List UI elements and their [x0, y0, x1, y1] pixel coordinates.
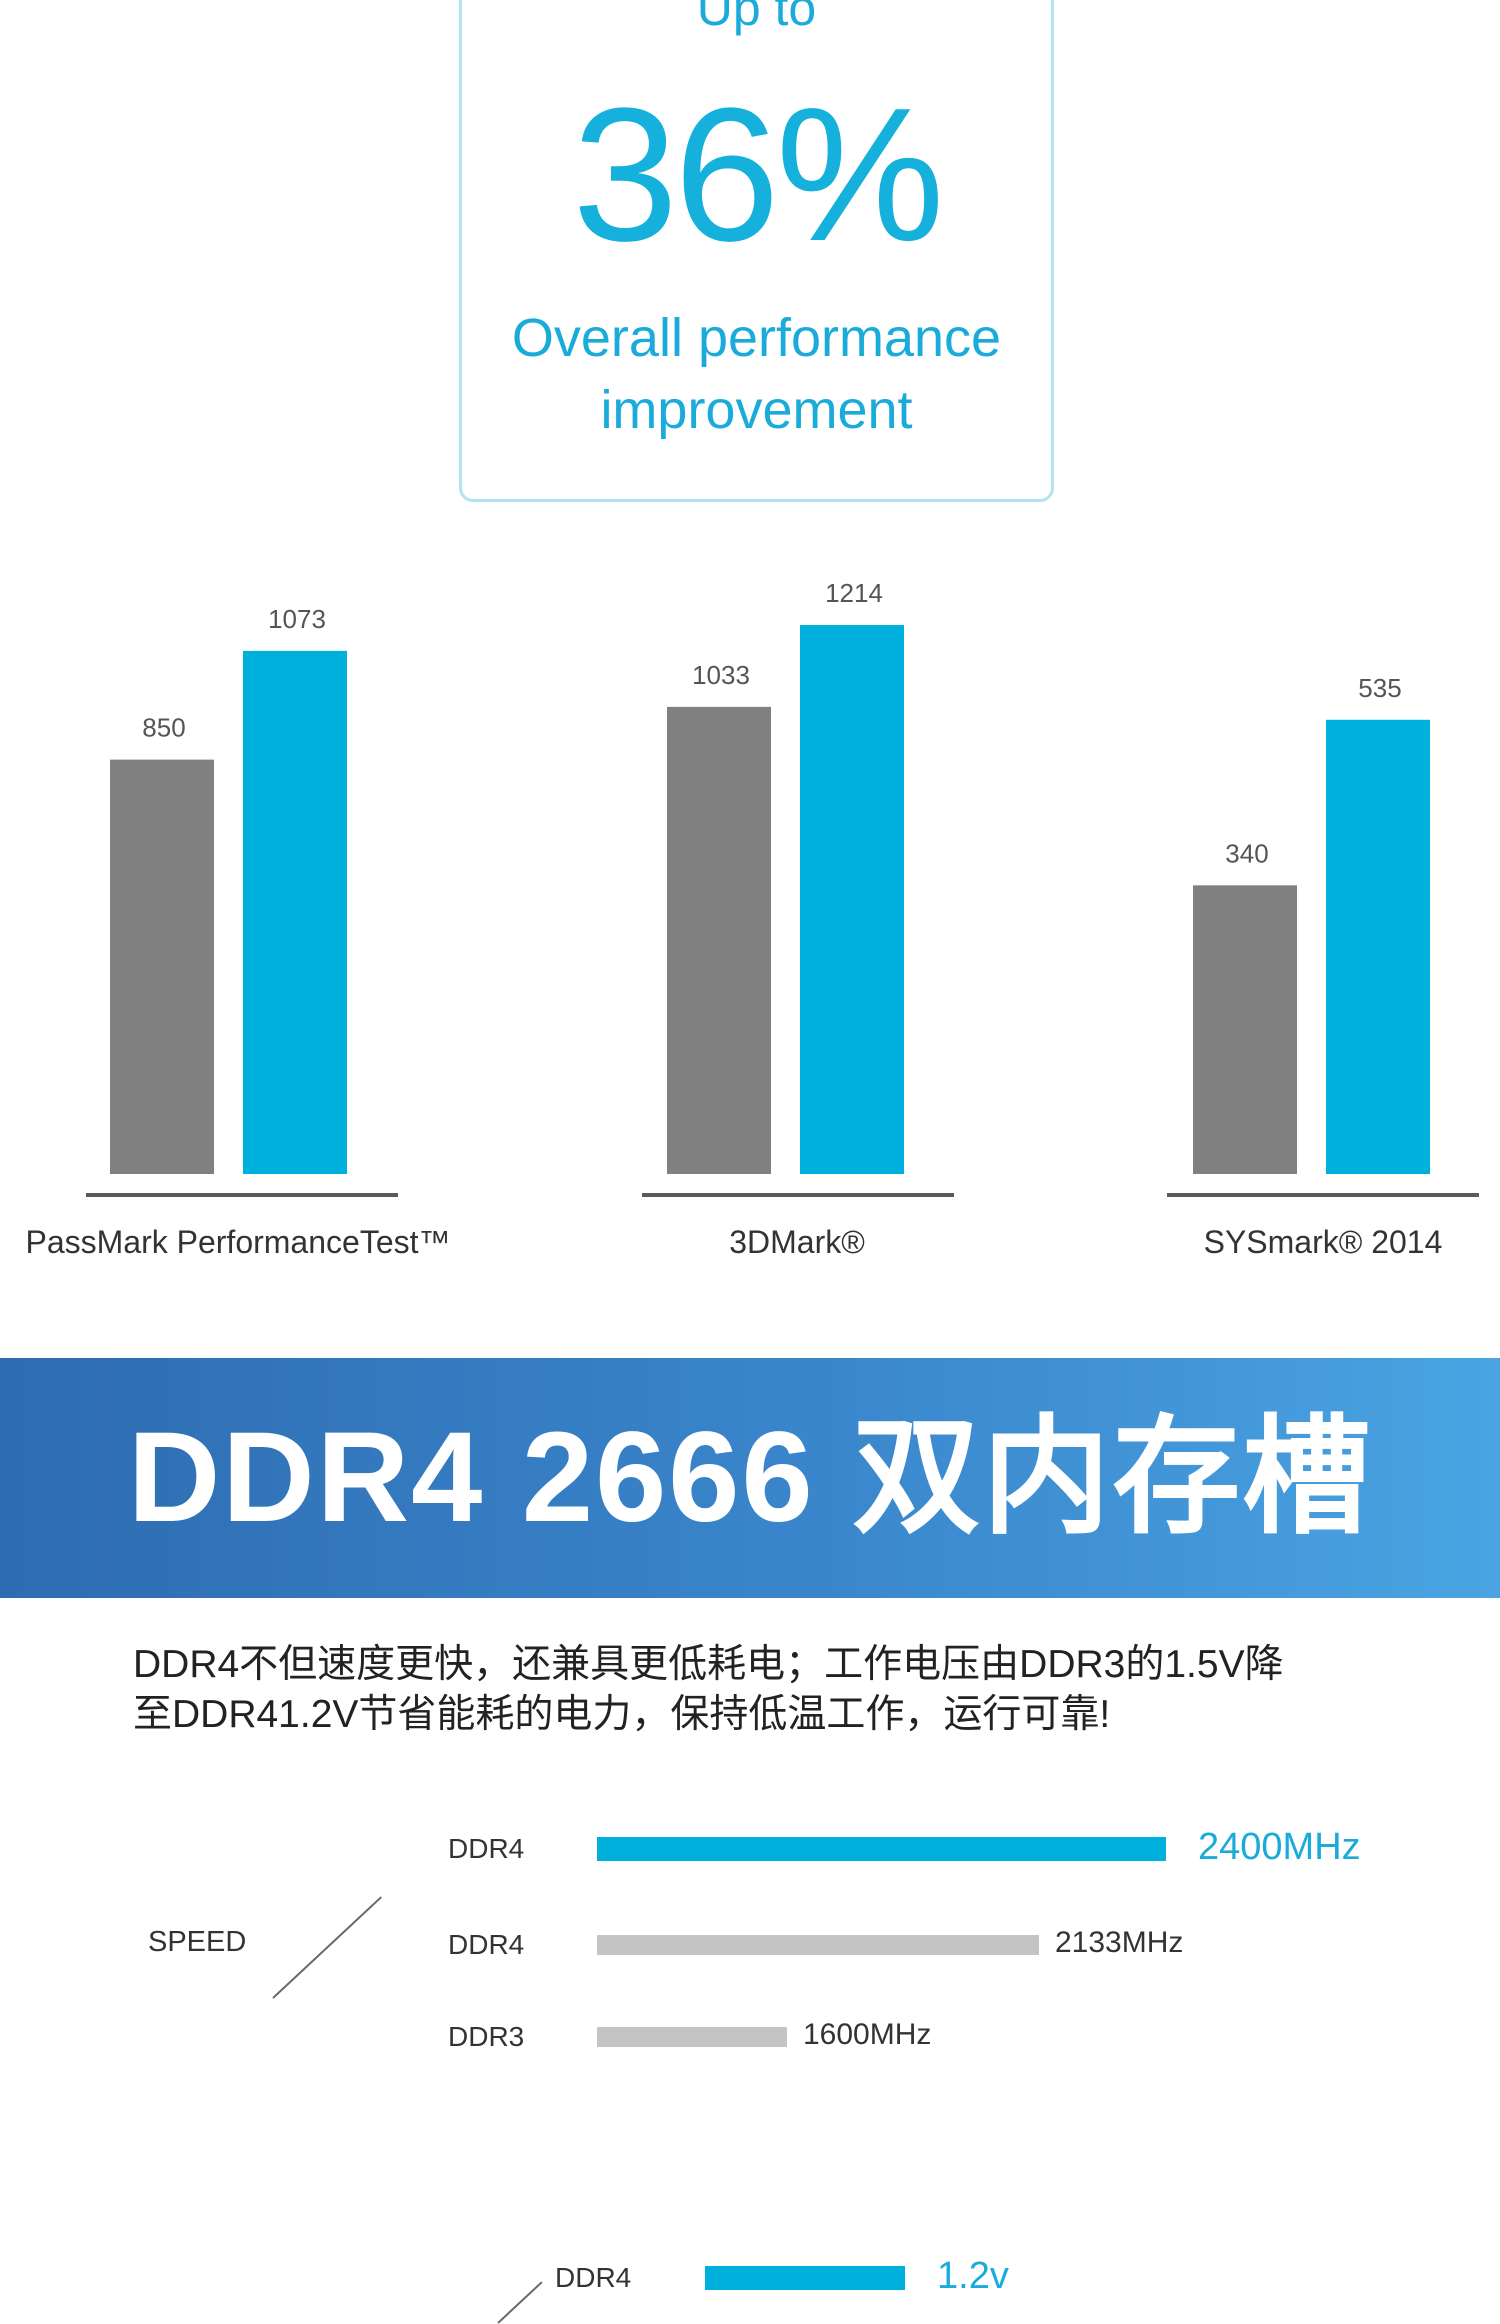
- speed-value: 1600MHz: [803, 2018, 932, 2051]
- speed-row-label: DDR4: [448, 1929, 525, 1960]
- benchmark-value-label: 1033: [692, 660, 750, 690]
- benchmark-bar: [243, 650, 347, 1174]
- benchmark-value-label: 850: [142, 713, 185, 743]
- speed-value: 2400MHz: [1198, 1826, 1361, 1868]
- improvement-description-line1: Overall performance: [511, 308, 1002, 368]
- benchmark-bar: [800, 625, 904, 1174]
- voltage-value: 1.2v: [937, 2255, 1009, 2297]
- improvement-callout: [459, 0, 1054, 502]
- benchmark-bar: [667, 706, 771, 1174]
- benchmark-value-label: 535: [1358, 673, 1401, 703]
- speed-bar: [597, 1935, 1039, 1955]
- benchmark-category-label: SYSmark® 2014: [1204, 1224, 1443, 1260]
- benchmark-bar-chart: PassMark PerformanceTest™ 850 1073 3DMark® 1…: [25, 578, 1479, 1260]
- benchmark-value-label: 340: [1225, 838, 1268, 868]
- voltage-divider-slash: [497, 2281, 543, 2324]
- speed-bar: [597, 2027, 787, 2047]
- speed-label: SPEED: [148, 1926, 247, 1958]
- improvement-description-line2: improvement: [600, 380, 913, 440]
- banner-background: [0, 1358, 1500, 1598]
- banner-title: DDR4 2666 双内存槽: [127, 1406, 1373, 1549]
- speed-row-label: DDR3: [448, 2021, 525, 2052]
- benchmark-bar: [1193, 885, 1297, 1174]
- speed-row-label: DDR4: [448, 1833, 525, 1864]
- benchmark-bar: [110, 759, 214, 1174]
- voltage-row-label: DDR4: [555, 2262, 632, 2293]
- benchmark-value-label: 1073: [268, 604, 326, 634]
- benchmark-value-label: 1214: [825, 578, 883, 608]
- benchmark-bar: [1326, 719, 1430, 1174]
- benchmark-category-label: PassMark PerformanceTest™: [25, 1224, 450, 1260]
- ddr4-description: DDR4不但速度更快，还兼具更低耗电；工作电压由DDR3的1.5V降 至DDR4…: [133, 1643, 1284, 1736]
- voltage-bar: [705, 2266, 905, 2290]
- improvement-description: Overall performance improvement: [459, 302, 1054, 446]
- improvement-upto-label: Up to: [696, 0, 817, 36]
- improvement-percent: 36%: [572, 69, 944, 281]
- speed-divider-slash: [272, 1896, 382, 1999]
- benchmark-category-label: 3DMark®: [729, 1224, 865, 1260]
- speed-value: 2133MHz: [1055, 1926, 1184, 1959]
- speed-bar: [597, 1837, 1166, 1861]
